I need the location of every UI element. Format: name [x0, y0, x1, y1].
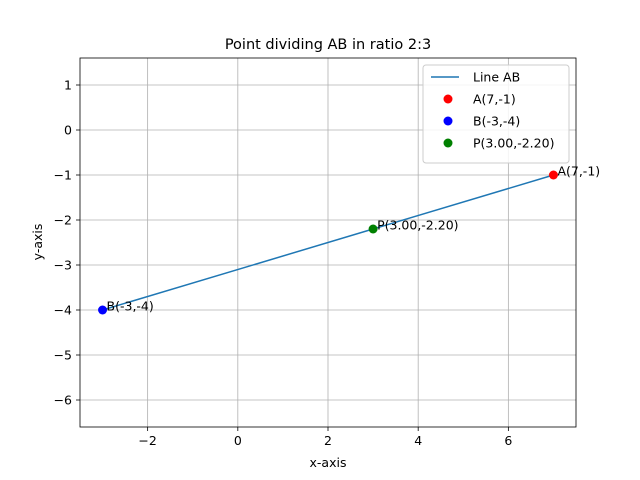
legend-box: [422, 64, 570, 164]
y-tick-label: −6: [54, 393, 72, 408]
legend-entry-label: B(-3,-4): [473, 114, 520, 129]
legend-swatch-point: [443, 94, 453, 104]
y-tick-label: −1: [54, 168, 72, 183]
y-tick-label: −2: [54, 213, 72, 228]
series-line-ab: [102, 174, 554, 311]
x-tick-label: 4: [414, 433, 422, 448]
point-annotation: B(-3,-4): [107, 299, 154, 314]
point-annotation: P(3.00,-2.20): [377, 218, 458, 233]
y-tick-label: −5: [54, 348, 72, 363]
legend-swatch-point: [443, 138, 453, 148]
x-axis-label: x-axis: [310, 455, 347, 470]
chart-title: Point dividing AB in ratio 2:3: [225, 37, 431, 53]
legend-entry-label: A(7,-1): [473, 92, 516, 107]
x-tick-label: 6: [504, 433, 512, 448]
x-tick-label: 2: [324, 433, 332, 448]
y-tick-label: 1: [64, 78, 72, 93]
data-point-1: [548, 170, 558, 180]
legend-entry-label: P(3.00,-2.20): [473, 136, 554, 151]
y-tick-label: −3: [54, 258, 72, 273]
y-tick-label: 0: [64, 123, 72, 138]
point-annotation: A(7,-1): [557, 164, 600, 179]
x-tick-label: −2: [138, 433, 156, 448]
x-tick-label: 0: [234, 433, 242, 448]
plot-area: A(7,-1) B(-3,-4) P(3.00,-2.20) −2 0 2 4 6 −6 −5 −4…: [54, 57, 600, 448]
y-axis-label: y-axis: [30, 224, 45, 261]
data-point-2: [98, 305, 108, 315]
data-point-3: [368, 224, 378, 234]
legend-entry-label: Line AB: [473, 70, 520, 85]
y-tick-label: −4: [54, 303, 72, 318]
legend-swatch-point: [443, 116, 453, 126]
